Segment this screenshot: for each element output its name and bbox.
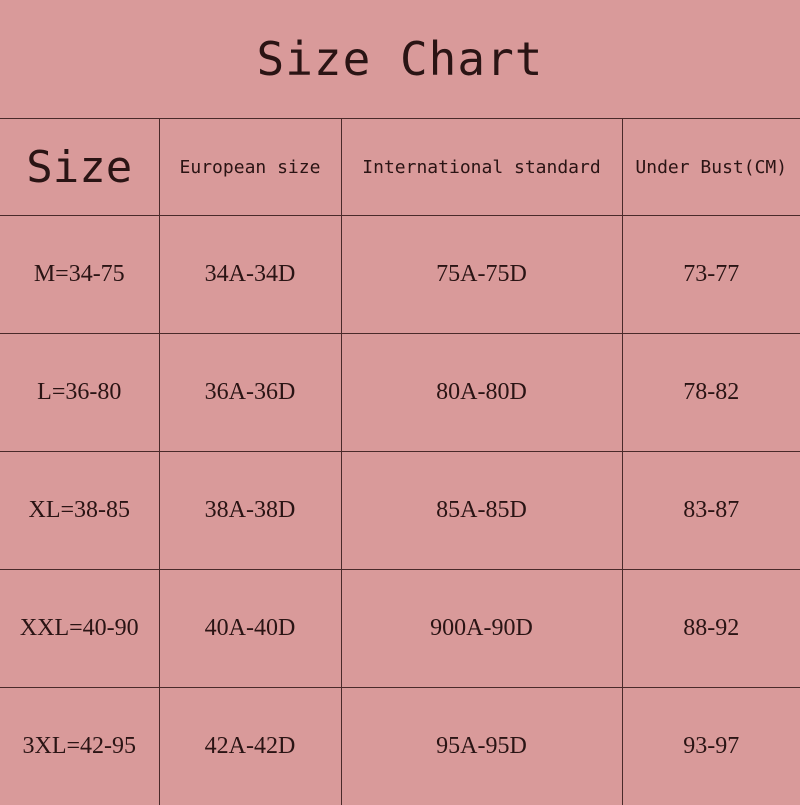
cell-european: 42A-42D [159, 688, 341, 805]
header-european-size: European size [159, 119, 341, 216]
cell-international: 75A-75D [341, 216, 622, 334]
cell-under-bust: 88-92 [622, 570, 800, 688]
cell-international: 900A-90D [341, 570, 622, 688]
header-under-bust: Under Bust(CM) [622, 119, 800, 216]
cell-under-bust: 83-87 [622, 452, 800, 570]
cell-international: 95A-95D [341, 688, 622, 805]
cell-size: XXL=40-90 [0, 570, 159, 688]
cell-european: 34A-34D [159, 216, 341, 334]
cell-size: 3XL=42-95 [0, 688, 159, 805]
cell-under-bust: 93-97 [622, 688, 800, 805]
table-row: 3XL=42-95 42A-42D 95A-95D 93-97 [0, 688, 800, 805]
table-row: M=34-75 34A-34D 75A-75D 73-77 [0, 216, 800, 334]
cell-under-bust: 78-82 [622, 334, 800, 452]
table-header-row: Size European size International standar… [0, 119, 800, 216]
cell-european: 36A-36D [159, 334, 341, 452]
table-row: XL=38-85 38A-38D 85A-85D 83-87 [0, 452, 800, 570]
header-size: Size [0, 119, 159, 216]
cell-international: 85A-85D [341, 452, 622, 570]
cell-size: L=36-80 [0, 334, 159, 452]
cell-european: 40A-40D [159, 570, 341, 688]
size-table: Size European size International standar… [0, 118, 800, 805]
page-title: Size Chart [0, 0, 800, 118]
table-row: XXL=40-90 40A-40D 900A-90D 88-92 [0, 570, 800, 688]
header-international-standard: International standard [341, 119, 622, 216]
table-row: L=36-80 36A-36D 80A-80D 78-82 [0, 334, 800, 452]
cell-size: M=34-75 [0, 216, 159, 334]
cell-european: 38A-38D [159, 452, 341, 570]
cell-under-bust: 73-77 [622, 216, 800, 334]
cell-size: XL=38-85 [0, 452, 159, 570]
cell-international: 80A-80D [341, 334, 622, 452]
